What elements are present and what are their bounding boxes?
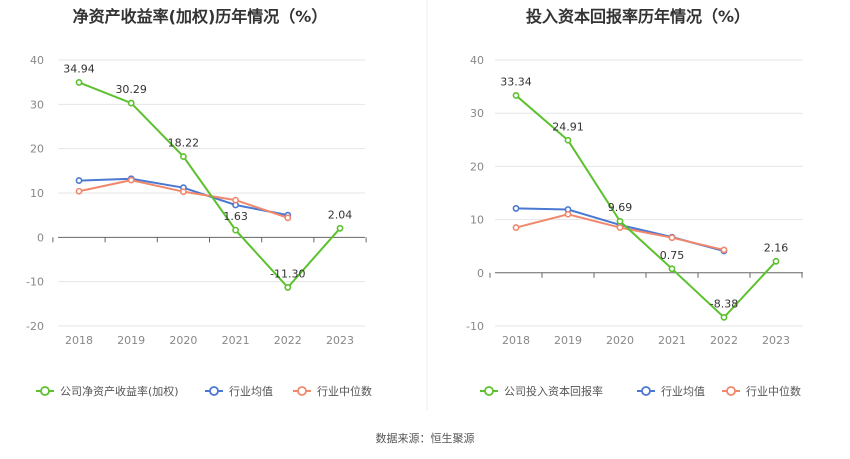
- legend-label: 行业均值: [661, 385, 705, 398]
- industry-median-series-point: [720, 246, 728, 254]
- y-tick-label: 20: [470, 160, 484, 173]
- data-label: 30.29: [115, 83, 147, 96]
- legend-label: 行业均值: [229, 385, 273, 398]
- roic-chart: 投入资本回报率历年情况（%） -10 0 10 20 30 40 2018 2019 2020 2…: [466, 7, 803, 398]
- company-series-point: [564, 136, 572, 144]
- legend-label: 公司净资产收益率(加权): [60, 384, 179, 398]
- y-tick-label: -10: [466, 320, 484, 333]
- x-tick-label: 2021: [222, 334, 250, 347]
- data-label: 2.16: [764, 241, 789, 254]
- company-series-point: [232, 226, 239, 234]
- x-tick-label: 2021: [658, 334, 686, 347]
- y-tick-label: 0: [37, 231, 44, 244]
- industry-average-series-point: [75, 177, 83, 184]
- data-label: 18.22: [168, 137, 200, 150]
- legend-swatch-marker: [209, 386, 219, 396]
- x-tick-label: 2020: [606, 334, 634, 347]
- y-tick-label: 10: [470, 214, 484, 227]
- y-tick-label: 20: [30, 143, 44, 156]
- company-series-point: [75, 79, 83, 86]
- company-series-point: [772, 257, 780, 265]
- industry-median-series-point: [284, 214, 292, 222]
- company-series-line: [515, 94, 777, 319]
- company-series-point: [179, 153, 187, 160]
- legend-swatch-marker: [297, 386, 307, 396]
- industry-median-series-point: [75, 187, 83, 195]
- company-series-point: [127, 99, 135, 107]
- data-label: 24.91: [552, 120, 584, 133]
- data-label: 33.34: [500, 75, 532, 88]
- company-series-point: [284, 284, 292, 291]
- legend-swatch-marker: [726, 386, 736, 396]
- roe-chart: 净资产收益率(加权)历年情况（%） -20 -10 0 10 20 30 40 2018 201…: [26, 7, 372, 398]
- x-tick-label: 2022: [274, 334, 302, 347]
- industry-median-series-point: [512, 224, 520, 231]
- x-tick-label: 2023: [326, 334, 354, 347]
- x-tick-label: 2020: [169, 334, 197, 347]
- company-series-line: [78, 81, 341, 289]
- y-tick-label: 10: [30, 187, 44, 200]
- company-series-point: [512, 92, 520, 99]
- data-label: 0.75: [660, 249, 685, 262]
- x-tick-label: 2018: [65, 334, 93, 347]
- x-tick-label: 2019: [117, 334, 145, 347]
- legend-label: 行业中位数: [746, 384, 801, 398]
- y-tick-label: -10: [26, 276, 44, 289]
- data-label: -8.38: [710, 297, 738, 310]
- data-label: 1.63: [223, 210, 248, 223]
- industry-average-series-point: [512, 205, 520, 212]
- y-tick-label: 30: [470, 107, 484, 120]
- data-label: 34.94: [63, 62, 95, 75]
- legend-swatch-marker: [484, 386, 494, 396]
- legend-label: 公司投入资本回报率: [504, 384, 603, 398]
- y-tick-label: 0: [477, 267, 484, 280]
- chart-title: 净资产收益率(加权)历年情况（%）: [73, 7, 328, 26]
- company-series-point: [668, 265, 676, 273]
- data-label: 9.69: [608, 201, 633, 214]
- industry-median-series-point: [616, 224, 624, 231]
- company-series-point: [616, 217, 624, 225]
- industry-median-series-point: [668, 234, 676, 242]
- company-series-point: [336, 224, 344, 232]
- source-note: 数据来源：恒生聚源: [376, 431, 475, 445]
- data-label: 2.04: [328, 208, 353, 221]
- data-label: -11.30: [270, 267, 305, 280]
- x-tick-label: 2023: [762, 334, 790, 347]
- legend-label: 行业中位数: [317, 384, 372, 398]
- x-tick-label: 2019: [554, 334, 582, 347]
- industry-median-series-point: [127, 176, 135, 184]
- y-tick-label: 30: [30, 98, 44, 111]
- x-tick-label: 2018: [502, 334, 530, 347]
- company-series-point: [720, 313, 728, 321]
- industry-median-series-point: [232, 196, 239, 204]
- industry-median-series-point: [564, 210, 572, 218]
- legend-swatch-marker: [40, 386, 50, 396]
- legend-swatch-marker: [641, 386, 651, 396]
- y-tick-label: 40: [470, 54, 484, 67]
- y-tick-label: -20: [26, 320, 44, 333]
- x-tick-label: 2022: [710, 334, 738, 347]
- chart-title: 投入资本回报率历年情况（%）: [526, 7, 750, 26]
- y-tick-label: 40: [30, 54, 44, 67]
- industry-median-series-point: [179, 188, 187, 196]
